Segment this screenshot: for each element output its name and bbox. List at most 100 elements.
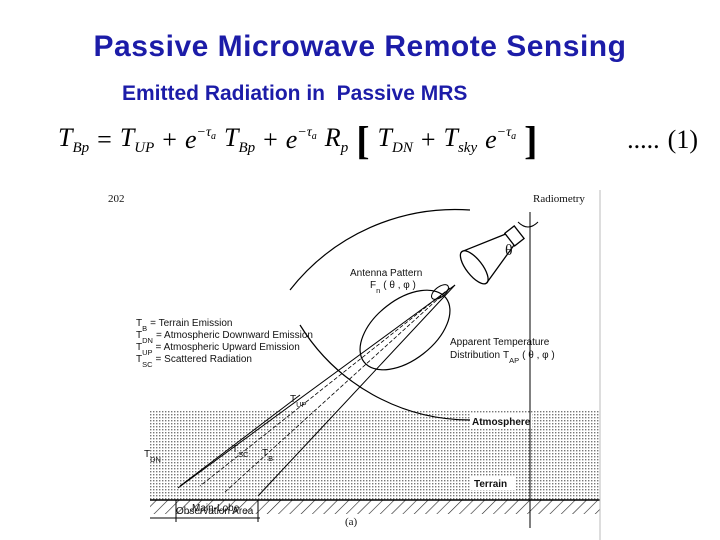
label-text: T xyxy=(503,350,509,361)
equation-term: e−τa xyxy=(185,125,216,155)
label-sub: UP xyxy=(296,400,306,409)
side-lobe xyxy=(431,284,449,300)
term-text: T xyxy=(58,123,73,152)
beam-edge xyxy=(177,284,456,489)
label-text: 202 xyxy=(108,193,125,205)
label-text: Atmosphere xyxy=(472,417,531,428)
sup-sub: a xyxy=(311,131,317,142)
antenna xyxy=(459,225,525,285)
angle-arc xyxy=(517,221,539,228)
term-text: = xyxy=(97,125,112,154)
equation-term: [ xyxy=(356,117,369,164)
figure-label: (a) xyxy=(345,516,358,528)
antenna-lobe xyxy=(359,289,451,371)
label-text: (a) xyxy=(345,516,358,528)
term-sub: sky xyxy=(457,140,478,156)
equation-term: TUP xyxy=(120,123,154,157)
legend-item: TB = Terrain Emission xyxy=(136,318,232,333)
ray-label: TSC xyxy=(232,444,249,459)
label-text: T xyxy=(232,444,238,455)
label-sub: SC xyxy=(142,360,153,369)
equation-term: Rp xyxy=(325,123,348,157)
term-text: [ xyxy=(356,117,370,163)
label-text: F xyxy=(370,280,376,291)
beam-edge xyxy=(257,284,456,497)
sup-text: −τ xyxy=(297,125,312,140)
label-sub: DN xyxy=(150,455,161,464)
label-text: T xyxy=(136,354,142,365)
term-sup: −τa xyxy=(496,125,516,142)
term-text: R xyxy=(324,123,341,152)
figure-label: 202 xyxy=(108,193,125,205)
label-text: = Scattered Radiation xyxy=(156,354,252,365)
equation-term: + xyxy=(162,125,177,155)
term-text: ..... xyxy=(627,125,660,154)
label-bg xyxy=(470,476,516,490)
sup-text: −τ xyxy=(496,125,512,140)
term-text: + xyxy=(162,125,177,154)
term-sub: DN xyxy=(391,140,413,156)
figure-label: θ xyxy=(505,242,513,259)
figure-label: Main-Lobe xyxy=(192,503,240,514)
term-text: T xyxy=(223,123,239,152)
label-text: = Atmospheric Downward Emission xyxy=(156,330,313,341)
equation-term: TDN xyxy=(378,123,413,157)
figure-label: Apparent Temperature xyxy=(450,337,550,348)
term-text: e xyxy=(285,125,298,154)
label-sub: B xyxy=(142,324,147,333)
figure-label: Distribution TAP( θ , φ ) xyxy=(450,350,555,365)
equation-term: TBp xyxy=(58,123,89,157)
term-text: + xyxy=(420,125,436,154)
equation-term: + xyxy=(263,125,278,155)
label-sub: DN xyxy=(142,336,153,345)
terrain-band xyxy=(150,500,600,514)
term-text: (1) xyxy=(667,125,698,154)
label-text: T xyxy=(136,330,142,341)
slide-subtitle: Emitted Radiation in Passive MRS xyxy=(122,82,468,105)
label-text: T xyxy=(262,448,268,459)
equation: TBp = TUP + e−τa TBp + e−τa Rp[TDN + Tsky e−τa]....… xyxy=(58,117,698,164)
label-text: Distribution xyxy=(450,350,500,361)
figure-label: Atmosphere xyxy=(472,417,531,428)
ray xyxy=(199,287,451,487)
label-text: T xyxy=(144,449,150,460)
term-sub: Bp xyxy=(238,140,256,156)
figure-label: Radiometry xyxy=(533,193,585,205)
atmosphere-band xyxy=(150,410,600,500)
term-text: + xyxy=(263,125,278,154)
label-text: = Atmospheric Upward Emission xyxy=(156,342,300,353)
label-text: Antenna Pattern xyxy=(350,268,422,279)
ray-label: TDN xyxy=(144,449,161,464)
observation-bracket xyxy=(150,500,260,522)
term-sub: UP xyxy=(134,140,155,156)
label-sub: n xyxy=(376,286,380,295)
label-sub: AP xyxy=(509,356,519,365)
term-sub: p xyxy=(340,140,349,156)
figure-label: Fn( θ , φ ) xyxy=(370,280,416,295)
label-sub: SC xyxy=(238,450,249,459)
label-text: T xyxy=(136,318,142,329)
term-text: T xyxy=(119,123,135,152)
legend-item: TSC = Scattered Radiation xyxy=(136,354,252,369)
term-sup: −τa xyxy=(197,125,216,142)
term-text: ] xyxy=(524,117,538,163)
ray xyxy=(224,287,451,493)
label-text: T xyxy=(290,394,296,405)
equation-term: Tsky xyxy=(444,123,478,157)
equation-term: e−τa xyxy=(485,125,516,155)
sup-sub: a xyxy=(210,131,216,142)
label-text: T xyxy=(136,342,142,353)
label-text: Observation Area xyxy=(176,506,254,517)
term-sub: Bp xyxy=(72,140,90,156)
ray-label: TUP xyxy=(290,394,307,409)
label-bg xyxy=(470,414,532,428)
term-sup: −τa xyxy=(297,125,317,142)
slide-title: Passive Microwave Remote Sensing xyxy=(93,30,627,63)
label-text: Radiometry xyxy=(533,193,585,205)
term-text: e xyxy=(184,125,197,154)
label-text: θ xyxy=(505,242,513,259)
equation-term: TBp xyxy=(224,123,255,157)
equation-term: = xyxy=(97,125,112,155)
